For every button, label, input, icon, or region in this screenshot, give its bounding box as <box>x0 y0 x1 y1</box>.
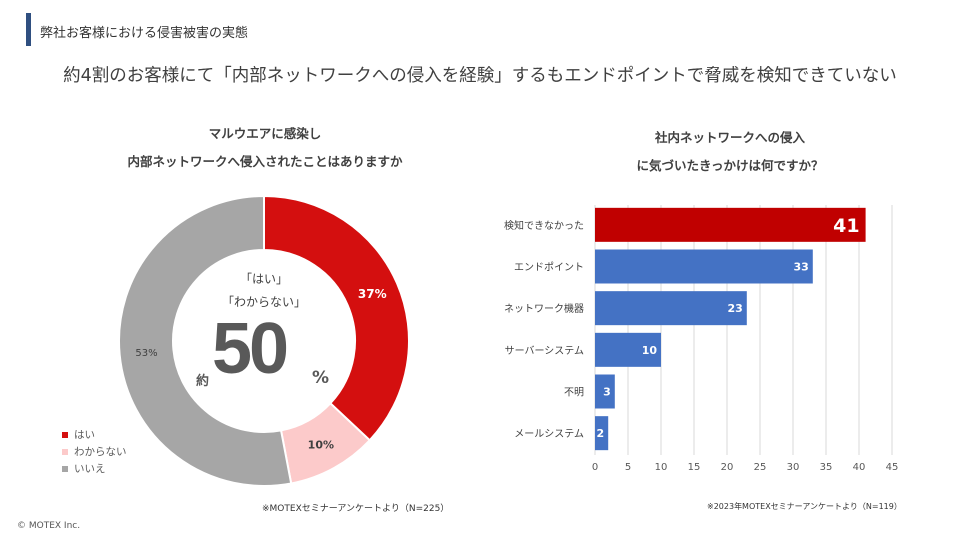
bar-1 <box>595 249 813 284</box>
x-tick-label: 10 <box>655 462 668 473</box>
y-category-label: メールシステム <box>514 428 584 440</box>
donut-source-note: ※MOTEXセミナーアンケートより（N=225） <box>262 504 450 514</box>
bar-3 <box>595 332 661 367</box>
legend-swatch-red <box>62 431 68 438</box>
x-tick-label: 0 <box>592 462 598 473</box>
y-category-label: サーバーシステム <box>505 345 584 357</box>
y-category-label: 検知できなかった <box>504 219 584 232</box>
x-tick-label: 30 <box>787 462 800 473</box>
donut-title-line2: 内部ネットワークへ侵入されたことはありますか <box>127 154 403 169</box>
bar-value-label: 2 <box>597 427 605 440</box>
donut-center-suffix: % <box>312 368 330 388</box>
legend-item: はい <box>62 426 127 443</box>
bar-value-label: 3 <box>603 386 611 399</box>
donut-title: マルウエアに感染し 内部ネットワークへ侵入されたことはありますか <box>60 120 470 176</box>
donut-data-label: 10% <box>308 438 334 451</box>
bar-source-note: ※2023年MOTEXセミナーアンケートより（N=119） <box>707 502 902 511</box>
legend-item: わからない <box>62 443 127 460</box>
bar-value-label: 10 <box>642 344 658 357</box>
bar-title-line2: に気づいたきっかけは何ですか？ <box>636 158 824 173</box>
donut-legend: はい わからない いいえ <box>62 426 127 477</box>
legend-swatch-gray <box>62 465 68 472</box>
bar-value-label: 23 <box>727 302 742 315</box>
header-accent-bar <box>26 13 31 46</box>
bar-title-line1: 社内ネットワークへの侵入 <box>654 130 805 145</box>
legend-item: いいえ <box>62 460 127 477</box>
copyright: © MOTEX Inc. <box>17 521 81 531</box>
x-tick-label: 20 <box>721 462 734 473</box>
bar-title: 社内ネットワークへの侵入 に気づいたきっかけは何ですか？ <box>540 124 920 180</box>
section-title: 弊社お客様における侵害被害の実態 <box>40 26 249 41</box>
donut-center-value: 50 <box>212 309 289 389</box>
x-tick-label: 15 <box>688 462 701 473</box>
bar-4 <box>595 374 615 409</box>
y-category-label: エンドポイント <box>514 262 584 274</box>
y-category-label: ネットワーク機器 <box>504 302 584 315</box>
x-tick-label: 5 <box>625 462 631 473</box>
donut-data-label: 53% <box>135 348 157 359</box>
bar-2 <box>595 291 747 326</box>
legend-swatch-pink <box>62 448 68 455</box>
donut-data-label: 37% <box>358 287 387 301</box>
donut-title-line1: マルウエアに感染し <box>208 126 322 141</box>
x-tick-label: 35 <box>820 462 833 473</box>
donut-center-line2: 「わからない」 <box>221 295 306 309</box>
bar-0 <box>595 207 866 242</box>
legend-label: わからない <box>74 446 127 458</box>
x-tick-label: 40 <box>853 462 866 473</box>
bar-value-label: 33 <box>793 261 808 274</box>
legend-label: いいえ <box>74 463 106 475</box>
headline: 約4割のお客様にて「内部ネットワークへの侵入を経験」するもエンドポイントで脅威を… <box>63 66 897 86</box>
x-tick-label: 45 <box>886 462 899 473</box>
donut-slice-0 <box>263 194 410 442</box>
legend-label: はい <box>74 429 95 441</box>
x-tick-label: 25 <box>754 462 767 473</box>
donut-center-line1: 「はい」 <box>239 272 288 286</box>
y-category-label: 不明 <box>564 387 584 399</box>
bar-5 <box>595 416 609 451</box>
donut-slice-2 <box>118 194 293 487</box>
bar-value-label: 41 <box>833 215 859 237</box>
donut-center-prefix: 約 <box>196 374 210 389</box>
